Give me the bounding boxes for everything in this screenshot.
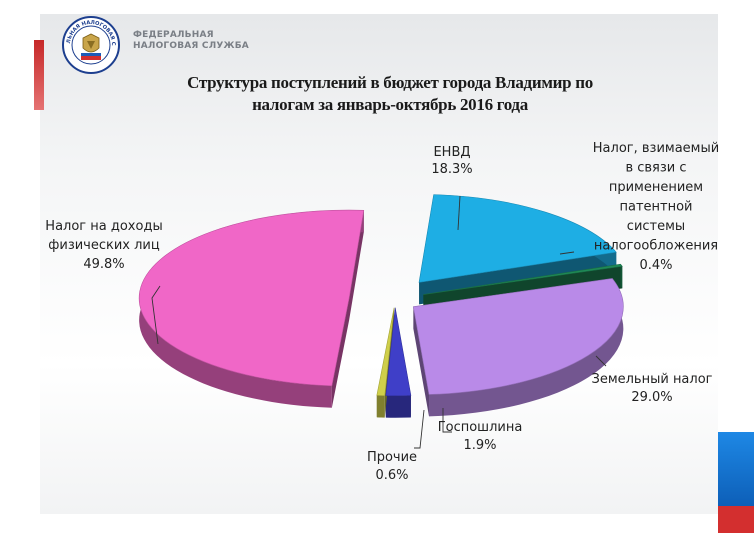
data-label-category: Земельный налог bbox=[591, 372, 712, 387]
data-label-category: Прочие bbox=[367, 450, 417, 465]
leader-line-personal-income-tax bbox=[151, 285, 161, 345]
fns-emblem-logo: ФЕДЕРАЛЬНАЯ НАЛОГОВАЯ СЛУЖБА bbox=[62, 16, 120, 74]
pie-slice-patent bbox=[423, 263, 623, 295]
data-label-value: 0.4% bbox=[639, 258, 672, 273]
org-name-line1: ФЕДЕРАЛЬНАЯ bbox=[133, 30, 214, 40]
data-label-category: Налог на доходы bbox=[45, 219, 162, 234]
pie-slice-land-tax bbox=[412, 278, 624, 395]
leader-line-envd bbox=[457, 195, 461, 231]
data-label-category: Налог, взимаемый bbox=[593, 141, 719, 156]
data-label-category: патентной bbox=[619, 200, 692, 215]
data-label-other: Прочие 0.6% bbox=[367, 450, 417, 483]
pie-slice-envd bbox=[418, 194, 617, 283]
data-label-value: 18.3% bbox=[431, 162, 472, 177]
chart-title-line2: налогам за январь-октябрь 2016 года bbox=[252, 95, 528, 114]
flag-stripe-red bbox=[718, 506, 754, 533]
data-label-category: системы bbox=[627, 219, 685, 234]
pie-slice-other bbox=[376, 307, 395, 396]
data-label-value: 29.0% bbox=[631, 390, 672, 405]
data-label-category: применением bbox=[609, 180, 703, 195]
data-label-category: ЕНВД bbox=[433, 145, 470, 160]
pie-slice-state-duty bbox=[385, 307, 412, 396]
pie-slice-rim-patent bbox=[620, 264, 623, 289]
pie-slice-rim-land-tax bbox=[429, 278, 624, 417]
data-label-patent: Налог, взимаемый в связи с применением пате… bbox=[593, 141, 719, 273]
leader-line-land-tax bbox=[595, 355, 607, 367]
pie-slice-personal-income-tax bbox=[138, 209, 365, 387]
leader-line-patent bbox=[559, 251, 575, 255]
data-label-value: 1.9% bbox=[463, 438, 496, 453]
pie-slice-rim-state-duty bbox=[385, 395, 411, 418]
leader-line-other bbox=[414, 409, 425, 449]
data-label-envd: ЕНВД 18.3% bbox=[431, 145, 472, 177]
org-name: ФЕДЕРАЛЬНАЯ НАЛОГОВАЯ СЛУЖБА bbox=[133, 30, 273, 52]
chart-title-line1: Структура поступлений в бюджет города Вл… bbox=[187, 73, 593, 92]
flag-stripe-white bbox=[718, 418, 754, 432]
leader-line-state-duty bbox=[442, 408, 452, 433]
flag-stripe-blue bbox=[718, 432, 754, 506]
data-label-category: физических лиц bbox=[48, 238, 160, 253]
data-label-value: 0.6% bbox=[375, 468, 408, 483]
data-label-value: 49.8% bbox=[83, 257, 124, 272]
data-label-land-tax: Земельный налог 29.0% bbox=[591, 372, 712, 405]
pie-slice-rim-other bbox=[376, 395, 385, 418]
data-label-category: налогообложения bbox=[594, 239, 718, 254]
red-accent-bar bbox=[34, 40, 44, 110]
org-name-line2: НАЛОГОВАЯ СЛУЖБА bbox=[133, 41, 249, 51]
chart-title: Структура поступлений в бюджет города Вл… bbox=[110, 72, 670, 116]
data-label-category: в связи с bbox=[625, 161, 686, 176]
data-label-personal-income-tax: Налог на доходы физических лиц 49.8% bbox=[45, 219, 162, 272]
data-label-state-duty: Госпошлина 1.9% bbox=[438, 420, 523, 453]
data-label-category: Госпошлина bbox=[438, 420, 523, 435]
